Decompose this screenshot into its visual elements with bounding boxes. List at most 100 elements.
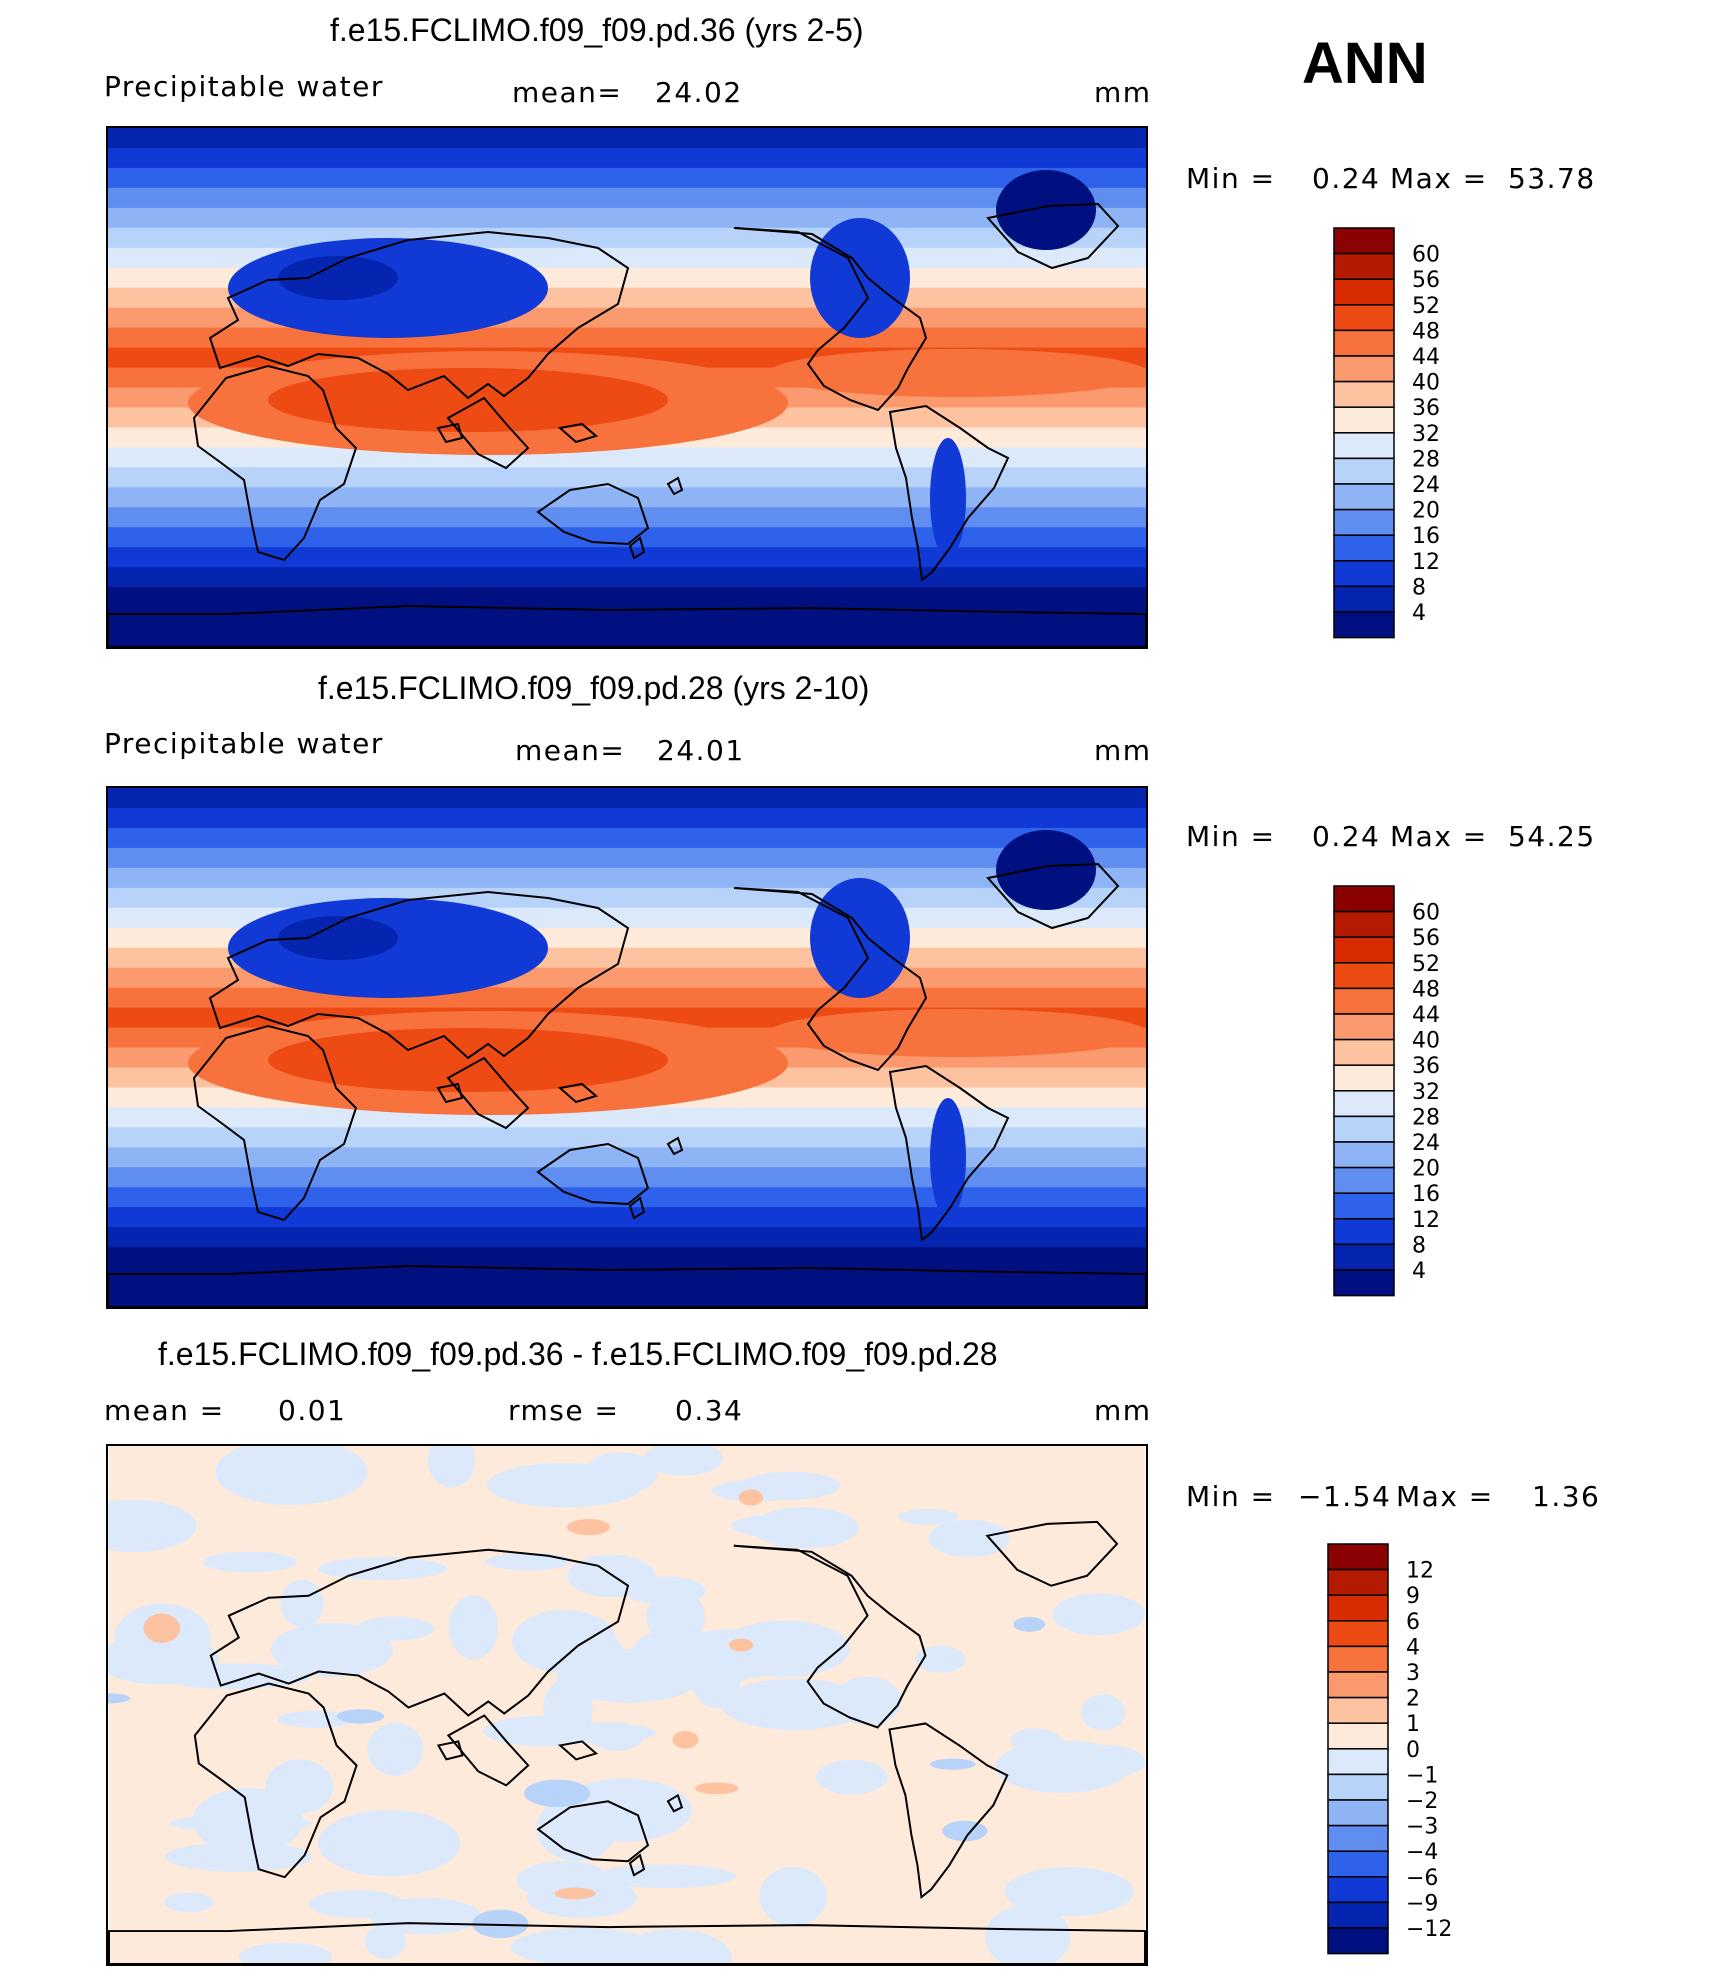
colorbar-swatch: [1333, 483, 1395, 511]
diff-blob: [524, 1779, 591, 1808]
coastline: [446, 396, 530, 470]
colorbar-swatch: [1327, 1696, 1389, 1724]
panel-3-max-label: Max =: [1396, 1480, 1494, 1513]
andes-region: [930, 1098, 966, 1218]
field-band: [108, 1207, 1146, 1229]
colorbar-tick-label: 8: [1412, 1233, 1426, 1258]
diff-blob: [336, 1709, 385, 1724]
colorbar-tick-label: 12: [1406, 1559, 1434, 1584]
diff-blob: [1052, 1593, 1145, 1636]
colorbar-tick-label: 60: [1412, 901, 1440, 926]
panel-3-rmse-value: 0.34: [675, 1394, 744, 1427]
colorbar-tick-label: 52: [1412, 294, 1440, 319]
colorbar-swatch: [1333, 1013, 1395, 1041]
season-label: ANN: [1302, 31, 1428, 96]
field-band: [108, 167, 1146, 189]
diff-blob: [108, 1693, 131, 1704]
panel-1-mean-label: mean=: [512, 76, 623, 109]
colorbar-swatch: [1333, 1192, 1395, 1220]
colorbar-tick-label: −4: [1406, 1840, 1438, 1865]
colorbar-tick-label: 48: [1412, 977, 1440, 1002]
coastline: [536, 482, 650, 546]
colorbar-tick-label: 36: [1412, 396, 1440, 421]
panel-1-title: f.e15.FCLIMO.f09_f09.pd.36 (yrs 2-5): [330, 12, 864, 48]
tibet-region: [278, 916, 398, 960]
colorbar-swatch: [1327, 1645, 1389, 1673]
colorbar-swatch: [1333, 457, 1395, 485]
coastline: [666, 1136, 684, 1156]
diff-blob: [1013, 1617, 1046, 1632]
field-band: [108, 1227, 1146, 1249]
colorbar-swatch: [1333, 1243, 1395, 1271]
colorbar-tick-label: −12: [1406, 1917, 1452, 1942]
coastline: [192, 364, 358, 562]
colorbar-tick-label: 44: [1412, 1003, 1440, 1028]
colorbar-swatch: [1333, 962, 1395, 990]
diff-blob: [164, 1892, 214, 1913]
panel-3-field: [108, 1446, 1146, 1964]
colorbar-swatch: [1333, 1269, 1395, 1297]
diff-blob: [507, 1721, 656, 1744]
colorbar-swatch: [1333, 1115, 1395, 1143]
warm-pool-core: [268, 368, 668, 432]
panel-3-map: [106, 1444, 1148, 1966]
field-band: [108, 627, 1146, 647]
panel-1-min-value: 0.24: [1312, 162, 1381, 195]
warm-band: [768, 349, 1146, 397]
colorbar-swatch: [1333, 1166, 1395, 1194]
colorbar-swatch: [1327, 1748, 1389, 1776]
colorbar-tick-label: 60: [1412, 243, 1440, 268]
panel-1-max-value: 53.78: [1508, 162, 1596, 195]
coastline: [888, 1722, 1009, 1900]
colorbar-swatch: [1327, 1901, 1389, 1929]
field-band: [108, 827, 1146, 849]
coastline: [733, 1544, 927, 1729]
field-band: [108, 327, 1146, 349]
field-band: [108, 788, 1146, 809]
field-band: [108, 807, 1146, 829]
panel-2-title: f.e15.FCLIMO.f09_f09.pd.28 (yrs 2-10): [318, 670, 870, 706]
coastline: [108, 1922, 1146, 1964]
colorbar-swatch: [1333, 1141, 1395, 1169]
colorbar-swatch: [1333, 1090, 1395, 1118]
colorbar-swatch: [1333, 1218, 1395, 1246]
colorbar-swatch: [1327, 1671, 1389, 1699]
colorbar-swatch: [1327, 1927, 1389, 1955]
field-band: [108, 847, 1146, 869]
coastline: [733, 227, 928, 412]
diff-blob: [1004, 1867, 1134, 1917]
diff-blob: [318, 1557, 448, 1581]
diff-blob: [738, 1489, 763, 1506]
colorbar-swatch: [1333, 304, 1395, 332]
panel-2-max-value: 54.25: [1508, 820, 1596, 853]
field-band: [108, 207, 1146, 229]
colorbar-tick-label: 32: [1412, 422, 1440, 447]
field-band: [108, 887, 1146, 909]
colorbar-tick-label: −2: [1406, 1789, 1438, 1814]
colorbar-tick-label: 16: [1412, 1182, 1440, 1207]
nam-dry-region: [810, 878, 910, 998]
coastline: [108, 1264, 1146, 1307]
warm-band: [768, 1009, 1146, 1057]
diff-blob: [719, 1620, 850, 1678]
field-band: [108, 1167, 1146, 1189]
diff-blob: [1080, 1694, 1126, 1731]
colorbar-swatch: [1333, 534, 1395, 562]
coastline: [446, 1056, 530, 1130]
colorbar-swatch: [1327, 1722, 1389, 1750]
coastline: [986, 862, 1120, 930]
diff-blob: [554, 1887, 596, 1900]
diff-blob: [369, 1897, 482, 1935]
coastline: [985, 1520, 1119, 1587]
colorbar-swatch: [1333, 560, 1395, 588]
diff-blob: [731, 1513, 853, 1539]
diff-blob: [192, 1787, 304, 1855]
panel-2-min-label: Min =: [1186, 820, 1276, 853]
colorbar-tick-label: 6: [1406, 1610, 1420, 1635]
panel-3-rmse-label: rmse =: [508, 1394, 620, 1427]
panel-2-min-value: 0.24: [1312, 820, 1381, 853]
andes-region: [930, 438, 966, 558]
panel-1-units: mm: [1094, 76, 1152, 109]
coastline: [557, 422, 599, 444]
colorbar-tick-label: 44: [1412, 345, 1440, 370]
